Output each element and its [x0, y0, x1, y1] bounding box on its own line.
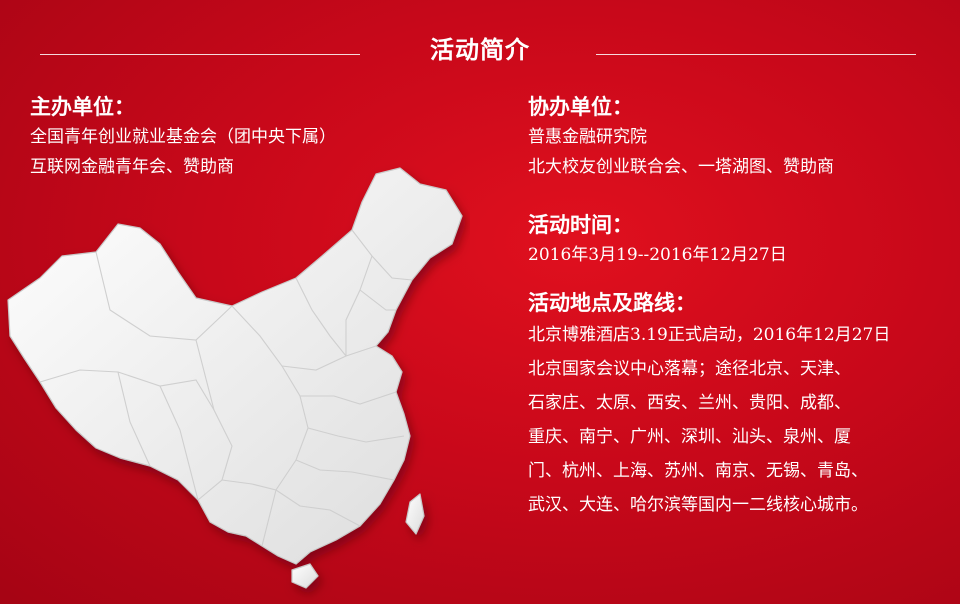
time-value: 2016年3月19--2016年12月27日 [528, 245, 787, 265]
host-heading: 主办单位： [30, 95, 135, 119]
hainan-shape [291, 563, 319, 589]
co-host-line: 普惠金融研究院 [528, 127, 647, 147]
route-heading: 活动地点及路线： [528, 291, 696, 315]
route-line: 北京国家会议中心落幕；途径北京、天津、 [528, 359, 851, 379]
co-host-section: 协办单位： 普惠金融研究院 北大校友创业联合会、一塔湖图、赞助商 [528, 92, 834, 182]
section-header: 活动简介 [0, 26, 960, 76]
route-line: 武汉、大连、哈尔滨等国内一二线核心城市。 [528, 495, 868, 515]
co-host-line: 北大校友创业联合会、一塔湖图、赞助商 [528, 157, 834, 177]
header-divider-right [596, 54, 916, 55]
time-heading: 活动时间： [528, 213, 633, 237]
co-host-heading: 协办单位： [528, 95, 633, 119]
china-map-illustration [7, 167, 463, 589]
host-line: 互联网金融青年会、赞助商 [30, 157, 234, 177]
page-title: 活动简介 [430, 36, 530, 64]
host-section: 主办单位： 全国青年创业就业基金会（团中央下属） 互联网金融青年会、赞助商 [30, 92, 336, 182]
header-divider-left [40, 54, 360, 55]
route-line: 门、杭州、上海、苏州、南京、无锡、青岛、 [528, 461, 868, 481]
host-line: 全国青年创业就业基金会（团中央下属） [30, 127, 336, 147]
time-section: 活动时间： 2016年3月19--2016年12月27日 [528, 210, 787, 270]
route-line: 北京博雅酒店3.19正式启动，2016年12月27日 [528, 325, 891, 345]
mainland-shape [7, 167, 463, 565]
route-section: 活动地点及路线： 北京博雅酒店3.19正式启动，2016年12月27日 北京国家… [528, 288, 890, 522]
route-line: 重庆、南宁、广州、深圳、汕头、泉州、厦 [528, 427, 851, 447]
taiwan-shape [405, 493, 425, 535]
route-line: 石家庄、太原、西安、兰州、贵阳、成都、 [528, 393, 851, 413]
